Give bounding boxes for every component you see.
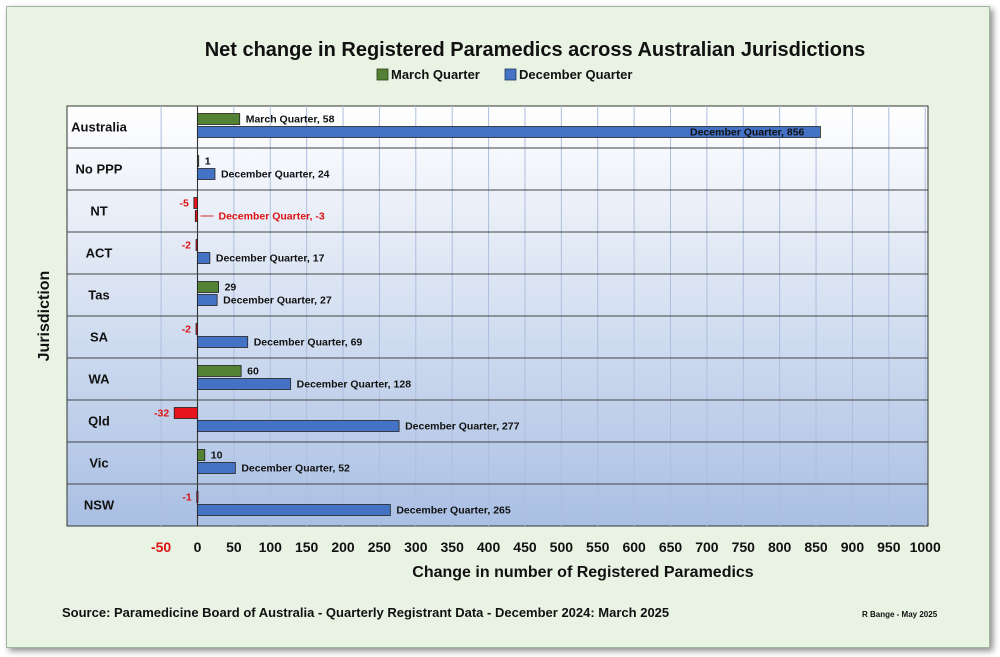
- data-label-march: -2: [182, 240, 191, 252]
- x-axis-title: Change in number of Registered Paramedic…: [412, 564, 754, 581]
- x-tick-label: 900: [841, 539, 865, 555]
- x-tick-label: 100: [259, 539, 283, 555]
- data-label-december: December Quarter, 17: [216, 253, 325, 265]
- data-label-december: December Quarter, 856: [690, 127, 805, 139]
- x-tick-label: 700: [695, 539, 719, 555]
- data-label-december: December Quarter, 24: [221, 169, 330, 181]
- x-tick-label: 450: [513, 539, 537, 555]
- x-tick-label: 300: [404, 539, 428, 555]
- data-label-march: March Quarter, 58: [246, 114, 335, 126]
- source-note: Source: Paramedicine Board of Australia …: [62, 605, 669, 620]
- bar-december-quarter: [197, 168, 216, 180]
- data-label-march: 1: [205, 156, 211, 168]
- legend-swatch-december: [504, 68, 517, 81]
- x-tick-label: 200: [331, 539, 355, 555]
- data-label-december: December Quarter, 52: [241, 463, 350, 475]
- bar-march-quarter: [197, 365, 242, 377]
- bar-march-quarter: [193, 197, 198, 209]
- data-labels: March Quarter, 58 1 -5 -2 29 -2 60 -32 10 -1 Decem…: [154, 114, 805, 517]
- author-credit: R Bange - May 2025: [862, 610, 938, 619]
- data-label-december: December Quarter, 27: [223, 295, 332, 307]
- category-label: Australia: [71, 120, 127, 135]
- category-label: NT: [90, 204, 107, 219]
- bars: [173, 113, 821, 516]
- data-label-december: December Quarter, 277: [405, 421, 520, 433]
- data-label-december: December Quarter, 69: [254, 337, 363, 349]
- category-label: No PPP: [76, 162, 123, 177]
- bar-december-quarter: [197, 252, 211, 264]
- bar-december-quarter: [197, 336, 249, 348]
- bar-march-quarter: [196, 491, 199, 503]
- x-tick-label: 150: [295, 539, 319, 555]
- x-tick-label: 650: [659, 539, 683, 555]
- x-tick-label: 600: [622, 539, 646, 555]
- legend-swatch-march: [376, 68, 389, 81]
- bar-december-quarter: [194, 210, 198, 222]
- data-label-december: December Quarter, -3: [219, 211, 325, 223]
- bar-december-quarter: [197, 294, 218, 306]
- legend-label-december: December Quarter: [519, 67, 632, 82]
- category-label: WA: [89, 372, 111, 387]
- legend: March Quarter December Quarter: [376, 67, 632, 82]
- category-label: Qld: [88, 414, 110, 429]
- data-label-march: -32: [154, 408, 169, 420]
- data-label-december: December Quarter, 128: [297, 379, 412, 391]
- category-labels: Australia No PPP NT ACT Tas SA WA Qld Vic NSW: [71, 120, 127, 513]
- x-tick-labels: -50 0 50 100 150 200 250 300 350 400 450 500 550 600 6…: [151, 539, 941, 555]
- bar-december-quarter: [197, 420, 400, 432]
- bar-march-quarter: [197, 155, 200, 167]
- x-tick-label: 250: [368, 539, 392, 555]
- data-label-march: 10: [211, 450, 223, 462]
- x-tick-label: 800: [768, 539, 792, 555]
- bar-december-quarter: [197, 378, 292, 390]
- x-tick-label: 750: [732, 539, 756, 555]
- data-label-march: -5: [180, 198, 189, 210]
- x-tick-label: 850: [804, 539, 828, 555]
- bar-march-quarter: [173, 407, 198, 419]
- x-tick-label: 950: [877, 539, 901, 555]
- chart-title: Net change in Registered Paramedics acro…: [205, 39, 866, 61]
- x-tick-label: 550: [586, 539, 610, 555]
- x-tick-label: 1000: [910, 539, 941, 555]
- bar-march-quarter: [197, 281, 220, 293]
- x-tick-label: 350: [441, 539, 465, 555]
- category-label: Tas: [88, 288, 109, 303]
- bar-march-quarter: [195, 323, 198, 335]
- data-label-march: 29: [225, 282, 237, 294]
- legend-label-march: March Quarter: [391, 67, 480, 82]
- category-label: SA: [90, 330, 109, 345]
- category-label: Vic: [89, 456, 108, 471]
- bar-march-quarter: [195, 239, 198, 251]
- bar-march-quarter: [197, 449, 206, 461]
- category-separators: [67, 147, 928, 485]
- x-tick-label: 400: [477, 539, 501, 555]
- x-tick-label: 0: [194, 539, 202, 555]
- bar-december-quarter: [197, 504, 391, 516]
- bar-december-quarter: [197, 126, 821, 138]
- data-label-march: -2: [182, 324, 191, 336]
- bar-december-quarter: [197, 462, 236, 474]
- x-tick-label: -50: [151, 539, 171, 555]
- category-label: ACT: [86, 246, 113, 261]
- bar-march-quarter: [197, 113, 241, 125]
- x-tick-label: 50: [226, 539, 242, 555]
- data-label-december: December Quarter, 265: [396, 505, 511, 517]
- x-tick-label: 500: [550, 539, 574, 555]
- category-label: NSW: [84, 498, 115, 513]
- y-axis-title: Jurisdiction: [36, 271, 53, 362]
- data-label-march: -1: [182, 492, 191, 504]
- data-label-march: 60: [247, 366, 259, 378]
